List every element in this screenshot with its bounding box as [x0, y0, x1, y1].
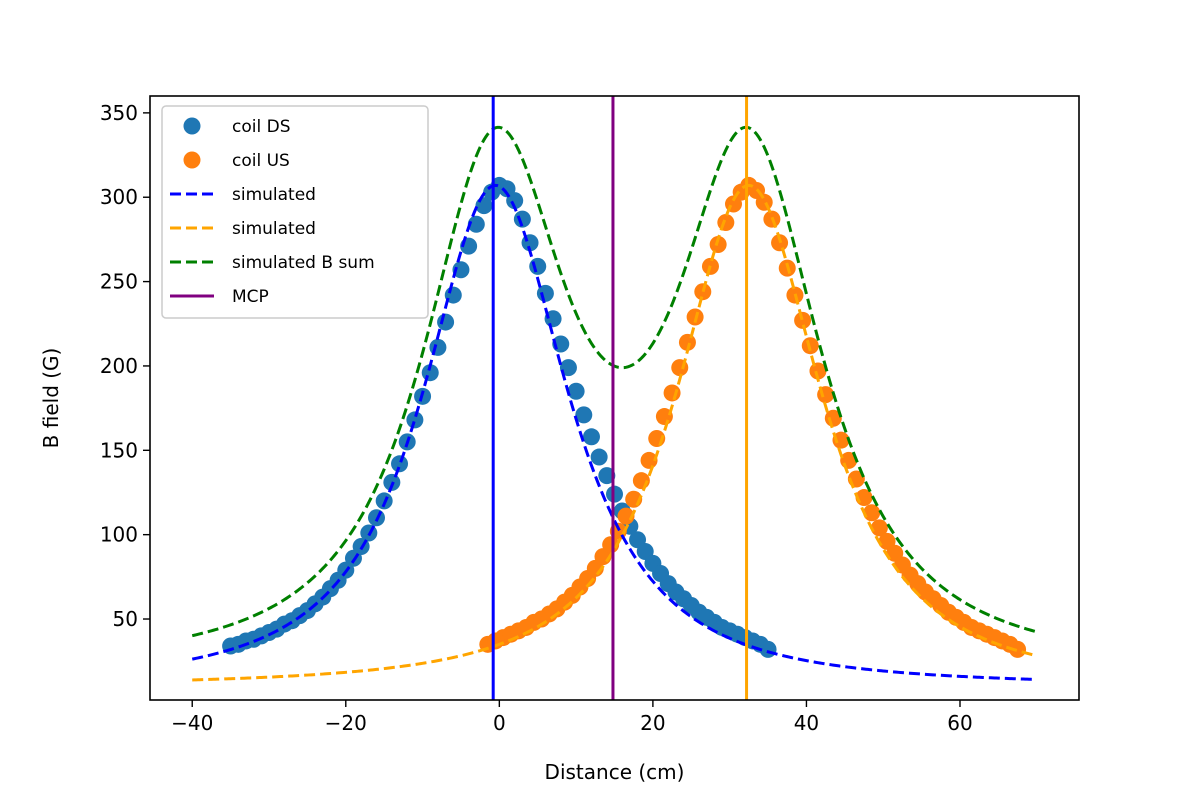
- y-axis: 50 100 150 200 250 300 350: [100, 101, 150, 631]
- data-point: [590, 448, 608, 466]
- data-point: [832, 431, 850, 449]
- simulated-line: [192, 183, 1038, 682]
- y-tick-label: 300: [100, 185, 138, 209]
- data-point: [598, 467, 616, 485]
- legend-label: simulated: [232, 185, 316, 205]
- y-tick-label: 150: [100, 438, 138, 462]
- data-point: [1009, 640, 1027, 658]
- data-point: [544, 310, 562, 328]
- data-point: [529, 257, 547, 275]
- data-point: [506, 192, 524, 210]
- x-tick-label: −20: [325, 711, 367, 735]
- y-tick-label: 50: [113, 607, 138, 631]
- data-point: [694, 283, 712, 301]
- legend-label: simulated B sum: [232, 253, 375, 273]
- data-point: [575, 406, 593, 424]
- data-point: [467, 215, 485, 233]
- series-layer: [191, 125, 1038, 682]
- data-point: [870, 519, 888, 537]
- x-tick-label: 20: [640, 711, 665, 735]
- x-tick-label: 60: [947, 711, 972, 735]
- data-point: [406, 411, 424, 429]
- x-tick-label: 40: [794, 711, 819, 735]
- data-point: [640, 451, 658, 469]
- legend-label: simulated: [232, 219, 316, 239]
- y-tick-label: 250: [100, 270, 138, 294]
- x-axis: −40 −20 0 20 40 60: [171, 700, 973, 735]
- data-point: [606, 485, 623, 503]
- data-point: [582, 428, 600, 446]
- legend: coil DS coil US simulated simulated simulate…: [161, 105, 429, 319]
- x-tick-label: −40: [171, 711, 213, 735]
- legend-marker: [183, 151, 201, 169]
- data-point: [863, 504, 881, 522]
- y-tick-label: 200: [100, 354, 138, 378]
- data-point: [809, 362, 827, 380]
- data-point: [536, 284, 554, 302]
- data-point: [567, 382, 585, 400]
- x-tick-label: 0: [493, 711, 506, 735]
- legend-marker: [183, 117, 201, 135]
- data-point: [794, 311, 812, 329]
- legend-box: [161, 105, 429, 319]
- vlines-layer: [491, 96, 749, 700]
- x-axis-label: Distance (cm): [545, 760, 685, 784]
- data-point: [437, 313, 455, 331]
- plot-frame: [149, 95, 1080, 701]
- y-tick-label: 100: [100, 523, 138, 547]
- legend-label: MCP: [232, 287, 269, 307]
- data-point: [559, 359, 577, 377]
- data-point: [755, 193, 773, 211]
- data-point: [717, 214, 735, 232]
- simulated-line: [191, 183, 1037, 681]
- data-point: [513, 210, 531, 228]
- y-tick-label: 350: [100, 101, 138, 125]
- legend-label: coil DS: [232, 117, 290, 137]
- data-point: [663, 384, 681, 402]
- y-axis-label: B field (G): [39, 348, 63, 449]
- data-point: [617, 507, 635, 525]
- simulated-line: [191, 125, 1038, 638]
- legend-label: coil US: [232, 151, 290, 171]
- data-point: [709, 235, 727, 253]
- data-point: [602, 536, 620, 554]
- data-point: [452, 261, 470, 279]
- data-point: [391, 455, 409, 473]
